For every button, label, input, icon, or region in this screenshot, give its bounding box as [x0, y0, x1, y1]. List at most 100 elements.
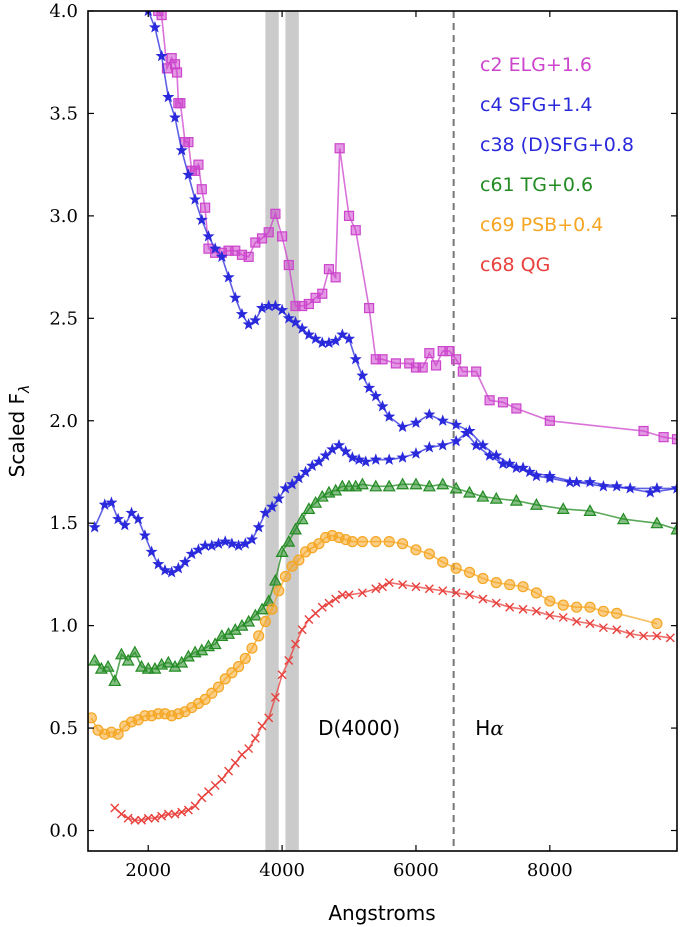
- data-point: [530, 587, 543, 599]
- data-point: [219, 535, 232, 547]
- data-point: [652, 631, 662, 641]
- data-point: [598, 623, 608, 633]
- series-2: [88, 426, 677, 578]
- data-point: [651, 617, 663, 630]
- data-point: [202, 230, 215, 242]
- data-point: [476, 489, 490, 502]
- data-point: [189, 193, 202, 205]
- data-point: [250, 733, 260, 743]
- data-point: [88, 653, 102, 666]
- data-point: [334, 143, 345, 154]
- data-point: [288, 522, 303, 535]
- data-point: [112, 728, 124, 740]
- data-point: [369, 453, 382, 465]
- data-point: [343, 210, 355, 221]
- data-point: [217, 774, 227, 784]
- data-point: [396, 420, 409, 433]
- data-point: [183, 805, 193, 815]
- x-tick-label: 6000: [393, 860, 439, 881]
- data-point: [572, 617, 582, 627]
- data-point: [297, 625, 307, 635]
- data-point: [230, 758, 240, 768]
- data-point: [150, 813, 160, 823]
- data-point: [289, 316, 302, 328]
- data-point: [658, 432, 669, 443]
- data-point: [163, 809, 173, 819]
- data-point: [337, 590, 347, 600]
- data-point: [477, 572, 489, 585]
- data-point: [544, 595, 556, 607]
- data-point: [383, 536, 395, 548]
- data-point: [282, 534, 296, 547]
- data-point: [344, 590, 354, 600]
- data-point: [436, 477, 450, 490]
- data-point: [123, 813, 133, 823]
- data-point: [369, 479, 383, 492]
- data-point: [170, 809, 180, 819]
- data-point: [423, 408, 436, 420]
- data-point: [436, 438, 449, 451]
- y-tick-label: 0.5: [49, 718, 78, 739]
- data-point: [465, 590, 475, 600]
- data-point: [378, 582, 387, 592]
- data-point: [253, 630, 265, 642]
- x-tick-label: 4000: [259, 860, 305, 881]
- data-point: [215, 250, 228, 262]
- data-point: [665, 633, 675, 643]
- data-point: [283, 259, 294, 271]
- data-point: [284, 655, 294, 665]
- data-point: [585, 619, 595, 629]
- y-axis-title: Scaled Fλ: [5, 385, 33, 478]
- data-point: [155, 49, 168, 62]
- data-point: [490, 577, 502, 589]
- data-point: [670, 482, 677, 494]
- y-tick-label: 3.5: [49, 103, 78, 124]
- data-point: [224, 766, 234, 776]
- data-point: [193, 159, 204, 170]
- data-point: [309, 332, 322, 344]
- data-point: [409, 416, 423, 428]
- data-point: [369, 389, 382, 402]
- data-point: [497, 397, 509, 408]
- data-point: [156, 11, 167, 21]
- legend-entry-5: c68 QG: [480, 254, 550, 276]
- data-point: [423, 548, 435, 560]
- data-point: [650, 516, 664, 529]
- data-point: [346, 536, 358, 548]
- data-point: [177, 807, 187, 817]
- y-tick-label: 0.0: [49, 821, 78, 842]
- data-point: [263, 227, 274, 238]
- data-point: [324, 598, 334, 608]
- data-point: [496, 457, 510, 469]
- data-point: [266, 603, 278, 615]
- data-point: [450, 418, 463, 430]
- data-point: [444, 345, 455, 357]
- y-axis-subscript: λ: [17, 385, 33, 394]
- data-point: [135, 659, 149, 672]
- data-point: [309, 495, 323, 508]
- data-point: [383, 453, 396, 465]
- data-point: [130, 815, 140, 825]
- data-point: [597, 605, 609, 617]
- x-tick-label: 8000: [527, 860, 573, 881]
- data-point: [249, 314, 262, 326]
- series-5: [110, 578, 675, 825]
- data-point: [342, 332, 356, 344]
- data-point: [331, 594, 341, 604]
- data-point: [235, 307, 248, 320]
- data-point: [232, 661, 245, 673]
- data-point: [612, 625, 622, 635]
- data-point: [161, 655, 175, 668]
- shaded-bands: [265, 11, 299, 851]
- data-point: [491, 598, 501, 608]
- data-point: [332, 438, 346, 451]
- data-point: [125, 506, 138, 519]
- y-tick-label: 3.0: [49, 206, 78, 227]
- data-point: [478, 594, 488, 604]
- data-point: [336, 328, 349, 340]
- data-point: [356, 536, 369, 548]
- data-point: [101, 659, 115, 672]
- data-point: [638, 425, 649, 437]
- data-point: [293, 554, 305, 566]
- data-point: [114, 647, 128, 660]
